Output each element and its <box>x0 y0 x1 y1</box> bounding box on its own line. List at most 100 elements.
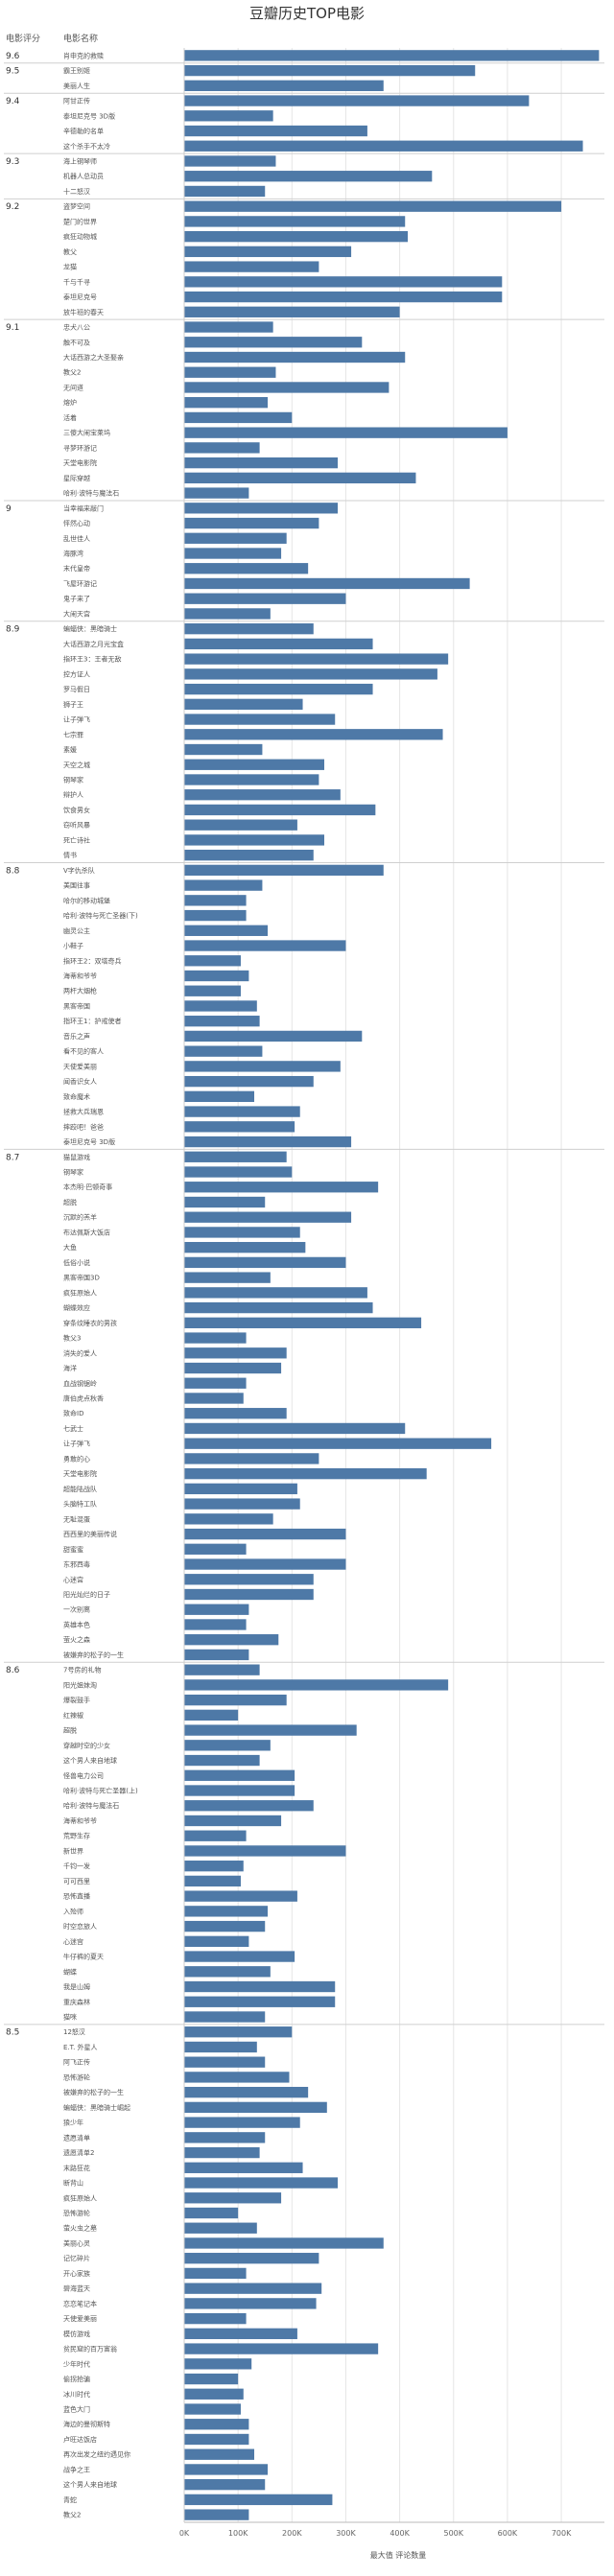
bar[interactable] <box>184 1287 367 1299</box>
bar[interactable] <box>184 683 373 695</box>
bar[interactable] <box>184 2388 244 2400</box>
bar[interactable] <box>184 95 530 106</box>
bar[interactable] <box>184 2237 384 2249</box>
bar[interactable] <box>184 1453 319 1464</box>
bar[interactable] <box>184 1075 314 1088</box>
bar[interactable] <box>184 2267 247 2280</box>
bar[interactable] <box>184 155 276 167</box>
bar[interactable] <box>184 2464 269 2475</box>
bar[interactable] <box>184 1558 346 1570</box>
bar[interactable] <box>184 1227 300 1238</box>
bar[interactable] <box>184 2343 379 2354</box>
bar[interactable] <box>184 2419 249 2430</box>
bar[interactable] <box>184 1845 346 1857</box>
bar[interactable] <box>184 2509 249 2520</box>
bar[interactable] <box>184 925 269 936</box>
bar[interactable] <box>184 1604 249 1615</box>
bar[interactable] <box>184 1000 257 1012</box>
bar[interactable] <box>184 110 273 122</box>
bar[interactable] <box>184 1121 295 1133</box>
bar[interactable] <box>184 1664 260 1675</box>
bar[interactable] <box>184 1408 287 1419</box>
bar[interactable] <box>184 2358 252 2370</box>
bar[interactable] <box>184 2283 322 2294</box>
bar[interactable] <box>184 1543 247 1555</box>
bar[interactable] <box>184 1800 314 1812</box>
bar[interactable] <box>184 819 297 831</box>
bar[interactable] <box>184 2132 266 2143</box>
bar[interactable] <box>184 80 384 91</box>
bar[interactable] <box>184 1377 247 1389</box>
bar[interactable] <box>184 2117 300 2128</box>
bar[interactable] <box>184 1242 306 1253</box>
bar[interactable] <box>184 1347 287 1359</box>
bar[interactable] <box>184 653 449 665</box>
bar[interactable] <box>184 64 476 77</box>
bar[interactable] <box>184 2373 239 2385</box>
bar[interactable] <box>184 1272 271 1283</box>
bar[interactable] <box>184 1724 357 1736</box>
bar[interactable] <box>184 472 416 484</box>
bar[interactable] <box>184 2403 241 2415</box>
bar[interactable] <box>184 1996 336 2007</box>
bar[interactable] <box>184 1875 241 1887</box>
bar[interactable] <box>184 1830 247 1841</box>
bar[interactable] <box>184 427 508 438</box>
bar[interactable] <box>184 1754 260 1767</box>
bar[interactable] <box>184 2328 297 2340</box>
bar[interactable] <box>184 216 406 227</box>
bar[interactable] <box>184 1951 295 1962</box>
bar[interactable] <box>184 2101 327 2114</box>
bar[interactable] <box>184 261 319 272</box>
bar[interactable] <box>184 2207 239 2219</box>
bar[interactable] <box>184 789 341 801</box>
bar[interactable] <box>184 1679 449 1691</box>
bar[interactable] <box>184 2026 293 2038</box>
bar[interactable] <box>184 411 293 424</box>
bar[interactable] <box>184 185 266 198</box>
bar[interactable] <box>184 230 409 243</box>
bar[interactable] <box>184 1166 293 1178</box>
bar[interactable] <box>184 1513 273 1525</box>
bar[interactable] <box>184 1483 297 1495</box>
bar[interactable] <box>184 291 503 303</box>
bar[interactable] <box>184 2011 266 2023</box>
bar[interactable] <box>184 2056 266 2068</box>
bar[interactable] <box>184 1301 373 1314</box>
bar[interactable] <box>184 2479 266 2491</box>
bar[interactable] <box>184 940 346 951</box>
bar[interactable] <box>184 849 314 861</box>
bar[interactable] <box>184 2253 319 2264</box>
bar[interactable] <box>184 743 263 756</box>
bar[interactable] <box>184 2072 290 2083</box>
bar[interactable] <box>184 2494 333 2506</box>
bar[interactable] <box>184 2146 260 2159</box>
bar[interactable] <box>184 487 249 499</box>
bar[interactable] <box>184 985 241 996</box>
bar[interactable] <box>184 1196 266 1208</box>
bar[interactable] <box>184 306 400 317</box>
bar[interactable] <box>184 1906 269 1917</box>
bar[interactable] <box>184 593 346 604</box>
bar[interactable] <box>184 864 384 877</box>
bar[interactable] <box>184 382 390 393</box>
bar[interactable] <box>184 698 303 710</box>
bar[interactable] <box>184 1528 346 1540</box>
bar[interactable] <box>184 1498 300 1510</box>
bar[interactable] <box>184 1182 379 1193</box>
bar[interactable] <box>184 1045 263 1057</box>
bar[interactable] <box>184 2086 309 2098</box>
bar[interactable] <box>184 50 600 61</box>
bar[interactable] <box>184 2222 257 2234</box>
bar[interactable] <box>184 563 309 574</box>
bar[interactable] <box>184 774 319 785</box>
bar[interactable] <box>184 1030 363 1042</box>
bar[interactable] <box>184 1332 247 1344</box>
bar[interactable] <box>184 246 352 258</box>
bar[interactable] <box>184 1438 492 1449</box>
bar[interactable] <box>184 577 470 590</box>
bar[interactable] <box>184 2298 317 2309</box>
bar[interactable] <box>184 1393 244 1404</box>
bar[interactable] <box>184 804 376 816</box>
bar[interactable] <box>184 1256 346 1269</box>
